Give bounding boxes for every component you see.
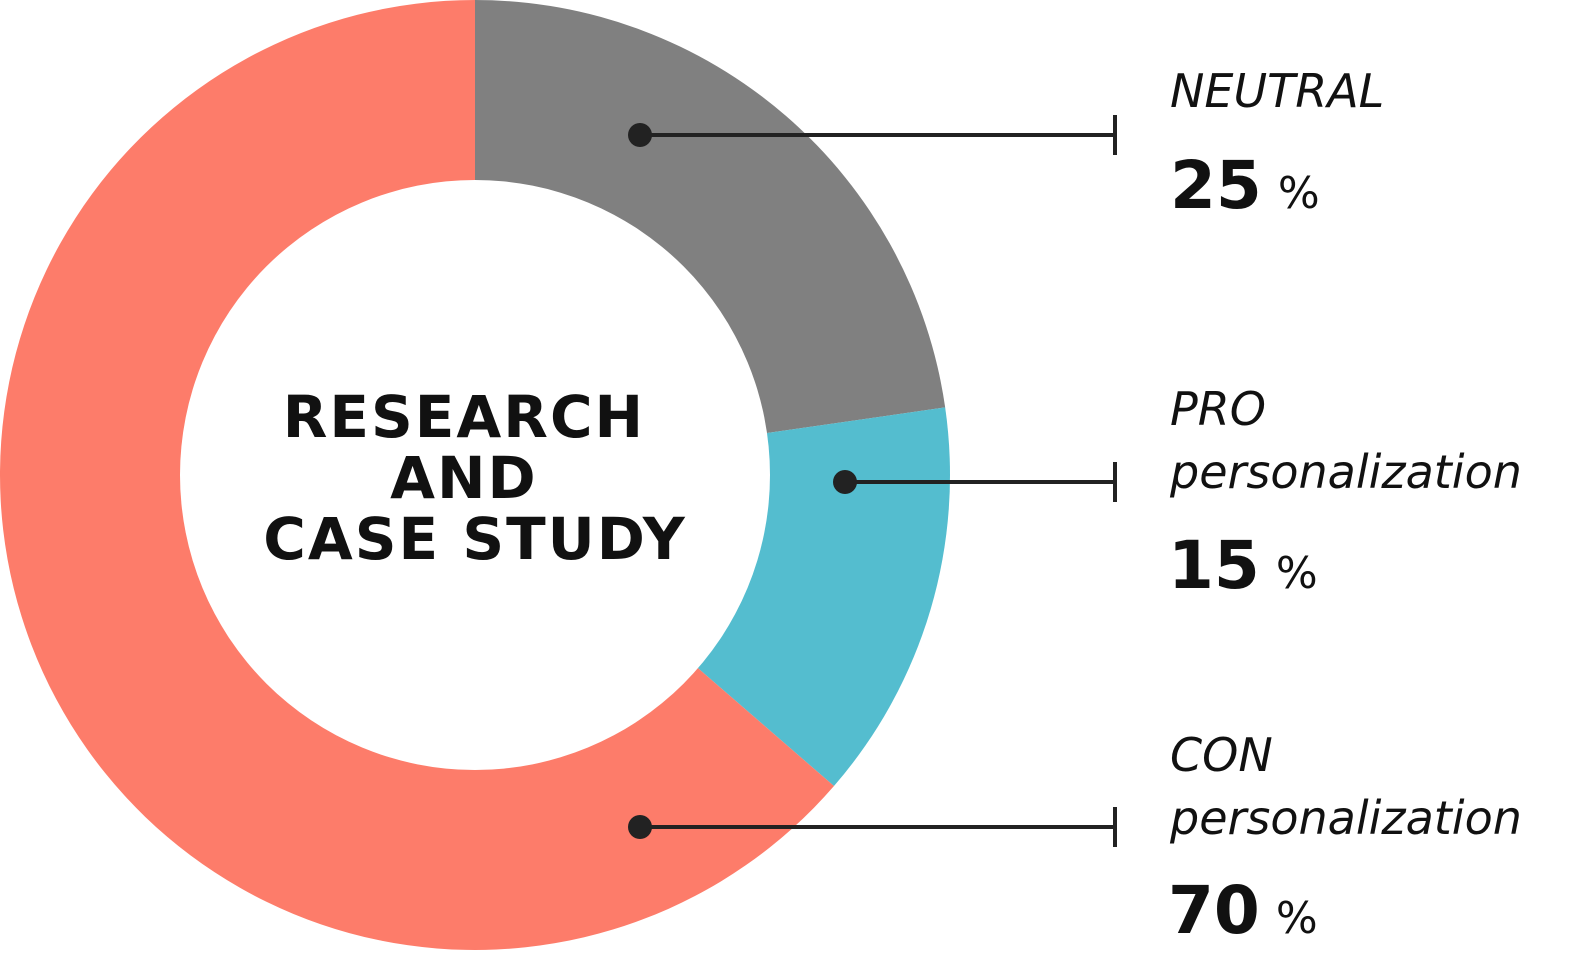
chart-title-line-1: RESEARCH [283, 383, 645, 451]
legend-value-con-text: 70% [1168, 872, 1318, 949]
legend-label-neutral-line-1: NEUTRAL [1170, 64, 1384, 118]
legend-entry-con: CON personalization 70% [1168, 728, 1522, 949]
legend-value-neutral-text: 25% [1170, 147, 1320, 224]
donut-hole [180, 180, 770, 770]
chart-title-line-2: AND [390, 444, 538, 512]
legend-label-pro-line-1: PRO [1170, 382, 1266, 436]
legend-label-con: CON personalization [1169, 728, 1522, 845]
legend-value-pro: 15 [1168, 527, 1260, 604]
legend-unit-con: % [1276, 893, 1318, 944]
legend-label-neutral: NEUTRAL [1170, 64, 1384, 118]
legend-label-pro-line-2: personalization [1169, 445, 1522, 499]
legend-unit-pro: % [1276, 548, 1318, 599]
legend-entry-pro: PRO personalization 15% [1168, 382, 1522, 604]
legend-label-con-line-2: personalization [1169, 791, 1522, 845]
legend-entry-neutral: NEUTRAL 25% [1170, 64, 1384, 224]
legend-unit-neutral: % [1278, 168, 1320, 219]
chart-title-line-3: CASE STUDY [263, 505, 686, 573]
legend-label-con-line-1: CON [1170, 728, 1273, 782]
legend-value-pro-text: 15% [1168, 527, 1318, 604]
leader-lines [628, 115, 1117, 847]
legend-value-neutral: 25 [1170, 147, 1262, 224]
chart-title: RESEARCH AND CASE STUDY [263, 383, 686, 573]
legend-label-pro: PRO personalization [1169, 382, 1522, 499]
legend-value-con: 70 [1168, 872, 1260, 949]
